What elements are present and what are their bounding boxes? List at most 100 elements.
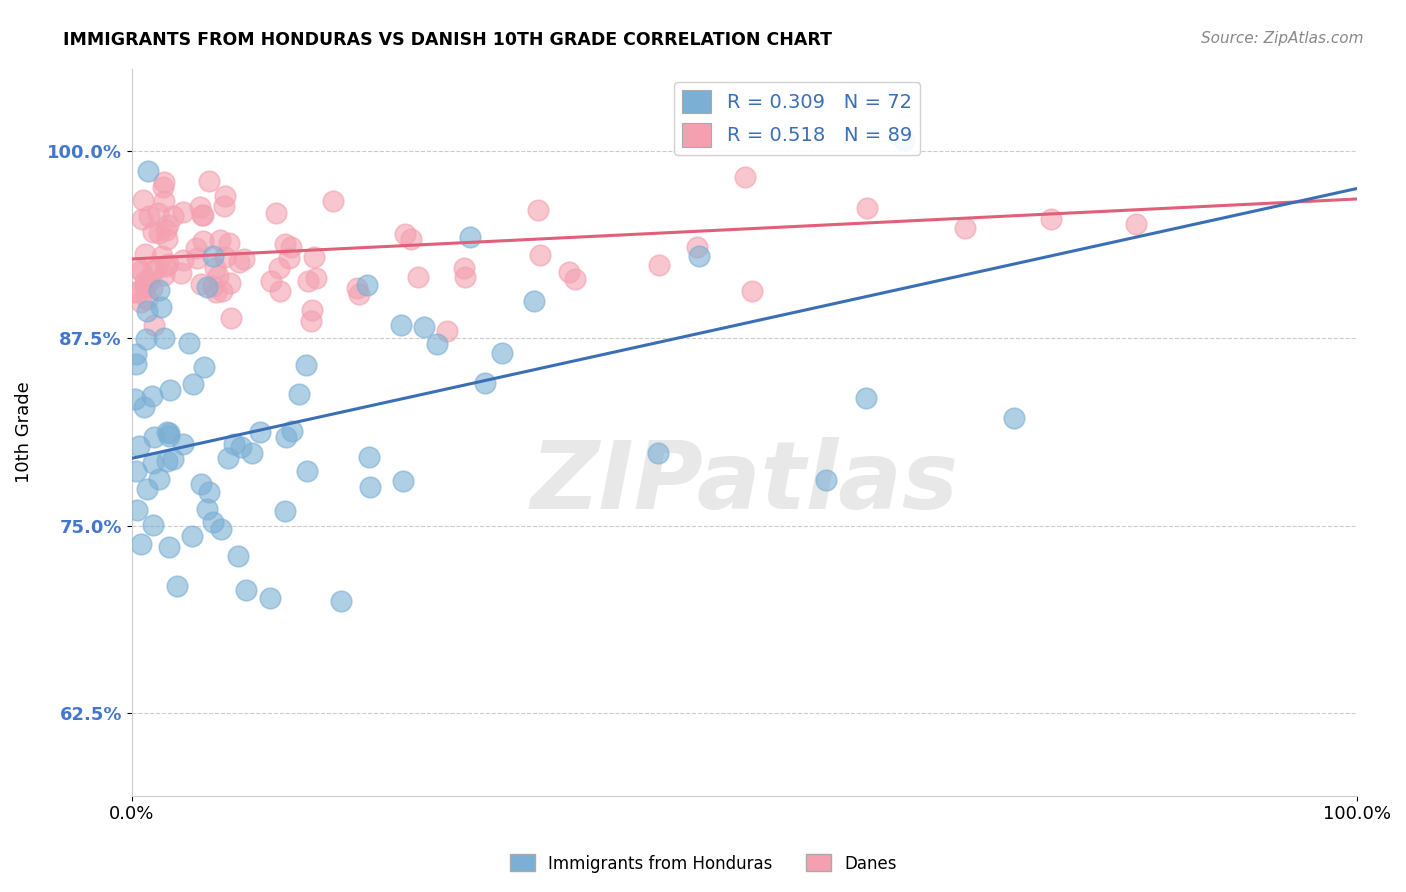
Point bbox=[856, 201, 879, 215]
Point bbox=[148, 472, 170, 486]
Point bbox=[453, 261, 475, 276]
Point bbox=[269, 284, 291, 298]
Point bbox=[129, 536, 152, 550]
Point bbox=[218, 235, 240, 250]
Point bbox=[190, 476, 212, 491]
Point bbox=[138, 209, 160, 223]
Point bbox=[129, 294, 152, 309]
Point bbox=[401, 232, 423, 246]
Point bbox=[186, 251, 208, 265]
Point bbox=[153, 268, 176, 282]
Point bbox=[564, 272, 586, 286]
Legend: Immigrants from Honduras, Danes: Immigrants from Honduras, Danes bbox=[503, 847, 903, 880]
Point bbox=[125, 347, 148, 361]
Point bbox=[155, 425, 177, 439]
Point bbox=[406, 269, 429, 284]
Point bbox=[209, 522, 232, 536]
Point bbox=[134, 247, 156, 261]
Point bbox=[274, 237, 297, 252]
Point bbox=[198, 174, 221, 188]
Point bbox=[349, 287, 371, 301]
Point bbox=[413, 320, 436, 334]
Point bbox=[214, 189, 236, 203]
Point bbox=[297, 274, 319, 288]
Point bbox=[191, 234, 214, 248]
Point bbox=[150, 249, 173, 263]
Point bbox=[157, 428, 180, 442]
Point bbox=[458, 230, 481, 244]
Point bbox=[346, 280, 368, 294]
Point bbox=[269, 261, 291, 276]
Point bbox=[228, 255, 250, 269]
Point bbox=[124, 392, 146, 406]
Point bbox=[134, 280, 156, 294]
Point bbox=[166, 578, 188, 592]
Point bbox=[276, 430, 298, 444]
Point bbox=[392, 474, 415, 488]
Point bbox=[138, 274, 160, 288]
Point bbox=[259, 591, 281, 606]
Text: Source: ZipAtlas.com: Source: ZipAtlas.com bbox=[1201, 31, 1364, 46]
Text: IMMIGRANTS FROM HONDURAS VS DANISH 10TH GRADE CORRELATION CHART: IMMIGRANTS FROM HONDURAS VS DANISH 10TH … bbox=[63, 31, 832, 49]
Point bbox=[129, 263, 152, 277]
Point bbox=[426, 336, 449, 351]
Point bbox=[172, 205, 194, 219]
Point bbox=[134, 274, 156, 288]
Point bbox=[893, 133, 915, 147]
Point bbox=[647, 258, 669, 272]
Point bbox=[207, 268, 229, 283]
Point bbox=[131, 212, 153, 227]
Point bbox=[193, 359, 215, 374]
Point bbox=[1002, 410, 1025, 425]
Point bbox=[155, 223, 177, 237]
Point bbox=[156, 218, 179, 232]
Point bbox=[191, 207, 214, 221]
Point bbox=[162, 451, 184, 466]
Point bbox=[264, 206, 287, 220]
Point bbox=[186, 241, 208, 255]
Point bbox=[274, 503, 297, 517]
Point bbox=[142, 262, 165, 277]
Point bbox=[305, 271, 328, 285]
Point bbox=[217, 450, 239, 465]
Point bbox=[156, 454, 179, 468]
Point bbox=[233, 252, 256, 267]
Point bbox=[226, 549, 249, 563]
Point bbox=[159, 383, 181, 397]
Point bbox=[221, 310, 243, 325]
Point bbox=[177, 335, 200, 350]
Point bbox=[148, 226, 170, 240]
Point bbox=[278, 251, 301, 265]
Point bbox=[647, 446, 669, 460]
Point bbox=[1125, 217, 1147, 231]
Point bbox=[127, 285, 149, 299]
Point bbox=[125, 357, 148, 371]
Point bbox=[141, 389, 163, 403]
Point bbox=[436, 324, 458, 338]
Point bbox=[180, 529, 202, 543]
Point bbox=[297, 464, 319, 478]
Point bbox=[212, 199, 235, 213]
Point bbox=[855, 391, 877, 405]
Point bbox=[359, 450, 381, 465]
Point bbox=[156, 231, 179, 245]
Point bbox=[214, 250, 236, 264]
Point bbox=[136, 292, 159, 306]
Point bbox=[125, 503, 148, 517]
Point bbox=[157, 540, 180, 554]
Point bbox=[211, 284, 233, 298]
Point bbox=[142, 518, 165, 533]
Point bbox=[356, 277, 378, 292]
Point bbox=[474, 376, 496, 391]
Point bbox=[741, 284, 763, 298]
Point bbox=[202, 515, 225, 529]
Point bbox=[224, 437, 246, 451]
Point bbox=[142, 456, 165, 470]
Point bbox=[148, 283, 170, 297]
Point bbox=[197, 502, 219, 516]
Point bbox=[132, 193, 155, 207]
Point bbox=[491, 346, 513, 360]
Point bbox=[155, 259, 177, 273]
Point bbox=[1039, 211, 1062, 226]
Point bbox=[688, 249, 710, 263]
